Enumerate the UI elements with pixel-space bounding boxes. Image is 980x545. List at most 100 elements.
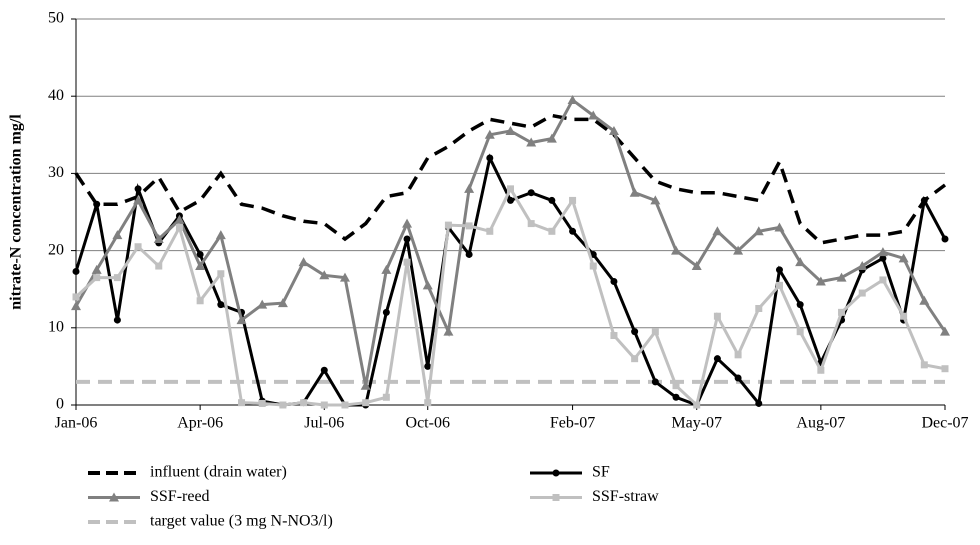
series-line <box>74 185 946 408</box>
data-point <box>734 351 742 359</box>
data-point <box>651 378 659 386</box>
data-point <box>900 312 908 320</box>
data-point <box>941 365 949 373</box>
series-line <box>74 113 947 245</box>
data-point <box>174 214 185 224</box>
data-point <box>71 301 81 311</box>
data-point <box>877 247 888 257</box>
data-point <box>507 196 514 204</box>
data-point <box>339 272 350 282</box>
x-tick-label: Dec-07 <box>921 415 968 432</box>
data-point <box>734 374 742 382</box>
data-point <box>610 277 618 285</box>
data-point <box>402 218 413 228</box>
legend-marker <box>552 494 560 501</box>
data-point <box>527 220 535 228</box>
data-point <box>775 281 783 289</box>
data-point <box>360 380 371 390</box>
data-point <box>815 276 826 286</box>
data-point <box>650 195 661 205</box>
data-point <box>836 272 847 282</box>
x-tick-label: Apr-06 <box>177 415 223 432</box>
data-point <box>236 315 247 325</box>
x-tick-label: Jul-06 <box>304 415 344 432</box>
data-point <box>72 267 80 275</box>
data-point <box>72 293 80 301</box>
data-point <box>920 361 928 369</box>
data-point <box>112 230 123 240</box>
data-point <box>155 262 163 270</box>
legend-label: SSF-straw <box>592 488 659 505</box>
legend-label: influent (drain water) <box>150 464 287 481</box>
y-tick-label: 20 <box>48 241 64 258</box>
x-tick-label: Jan-06 <box>55 415 98 432</box>
data-point <box>319 270 330 280</box>
data-point <box>567 95 578 105</box>
data-point <box>712 226 723 236</box>
data-point <box>898 253 909 263</box>
data-point <box>775 266 783 274</box>
data-point <box>693 401 701 409</box>
data-point <box>569 196 577 204</box>
data-point <box>486 227 494 235</box>
data-point <box>424 362 432 370</box>
y-tick-label: 50 <box>48 10 64 27</box>
data-point <box>320 366 328 374</box>
data-point <box>548 196 556 204</box>
data-point <box>546 133 557 143</box>
data-point <box>608 125 619 135</box>
data-point <box>548 227 556 235</box>
data-point <box>505 125 516 135</box>
y-tick-label: 10 <box>48 318 64 335</box>
y-tick-label: 40 <box>48 87 64 104</box>
y-tick-label: 30 <box>48 164 64 181</box>
data-point <box>279 401 287 409</box>
data-point <box>215 230 226 240</box>
data-point <box>774 222 785 232</box>
data-point <box>755 399 763 407</box>
data-point <box>691 261 702 271</box>
data-point <box>196 250 204 258</box>
data-point <box>300 399 308 407</box>
data-point <box>857 261 868 271</box>
data-point <box>443 326 454 336</box>
data-point <box>569 227 577 235</box>
data-point <box>134 185 142 193</box>
data-point <box>672 382 680 390</box>
data-point <box>941 235 949 243</box>
legend-label: SSF-reed <box>150 488 210 505</box>
data-point <box>257 299 268 309</box>
data-point <box>341 401 349 409</box>
data-point <box>940 326 950 336</box>
data-point <box>175 223 183 231</box>
data-point <box>277 298 288 308</box>
data-point <box>382 308 390 316</box>
data-point <box>920 196 928 204</box>
data-point <box>422 280 433 290</box>
data-point <box>113 316 121 324</box>
data-point <box>362 399 370 407</box>
data-point <box>631 328 639 336</box>
data-point <box>320 401 328 409</box>
data-point <box>919 295 930 305</box>
data-point <box>879 254 887 262</box>
data-point <box>817 366 825 374</box>
data-point <box>858 289 866 297</box>
data-point <box>713 355 721 363</box>
legend-marker <box>109 492 119 502</box>
data-point <box>403 235 411 243</box>
data-point <box>713 312 721 320</box>
data-point <box>217 301 225 309</box>
data-point <box>465 222 473 230</box>
data-point <box>93 200 101 208</box>
data-point <box>588 110 599 120</box>
data-point <box>91 264 102 274</box>
legend-label: SF <box>592 464 610 481</box>
data-point <box>298 257 309 267</box>
data-point <box>381 264 392 274</box>
data-point <box>486 154 494 162</box>
x-tick-label: Aug-07 <box>796 415 845 432</box>
data-point <box>733 245 744 255</box>
data-point <box>755 305 763 312</box>
